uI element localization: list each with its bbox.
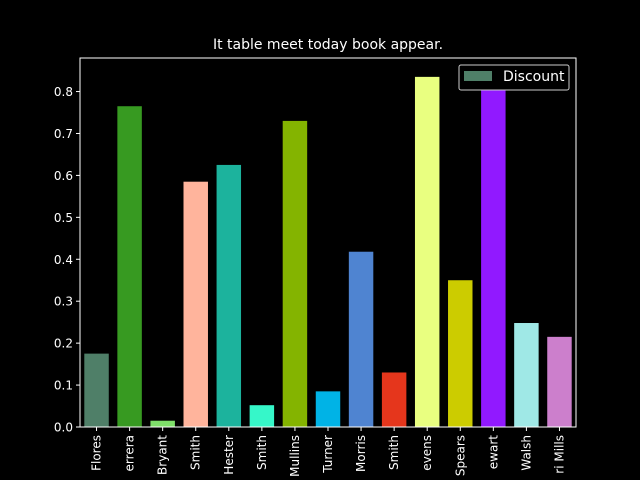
bar [547,336,572,427]
bar [315,391,341,427]
legend: Discount [458,64,570,91]
bar [117,106,142,427]
x-tick-label: Smith [255,435,269,470]
y-tick-label: 0.7 [54,127,73,141]
x-tick-label: evens [420,435,434,471]
bar [414,76,440,427]
y-tick-label: 0.2 [54,337,73,351]
x-tick-label: ri Mills [552,435,566,474]
bar [514,323,539,427]
x-tick-label: Mullins [288,435,302,477]
x-tick-label: Smith [189,435,203,470]
bar [348,251,374,427]
y-tick-label: 0.3 [54,295,73,309]
x-tick-label: Walsh [519,435,533,471]
legend-label: Discount [503,69,565,85]
bar [183,181,208,427]
y-tick-label: 0.8 [54,85,73,99]
x-tick-label: Bryant [156,435,170,475]
legend-swatch [464,71,492,81]
y-tick-label: 0.6 [54,169,73,183]
bar [282,120,308,427]
bar [84,353,109,427]
plot-frame [79,57,577,428]
y-axis: 0.0 0.1 0.2 0.3 0.4 0.5 0.6 0.7 0.8 [54,85,80,435]
bar [216,164,242,427]
x-tick-label: Morris [354,435,368,472]
x-tick-label: Hester [222,435,236,475]
y-tick-label: 0.4 [54,253,73,267]
x-axis: Flores errera Bryant Smith Hester Smith Mullin… [90,427,566,477]
bar [150,420,175,427]
bar [381,372,407,427]
x-tick-label: ewart [486,435,500,469]
bar [481,72,506,427]
x-tick-label: errera [123,435,137,471]
x-tick-label: Turner [321,435,335,474]
x-tick-label: Smith [387,435,401,470]
bars [84,72,572,427]
bar [448,280,473,427]
chart-title: It table meet today book appear. [213,37,443,53]
y-tick-label: 0.1 [54,379,73,393]
x-tick-label: Spears [453,435,467,476]
x-tick-label: Flores [90,435,104,471]
bar [249,405,275,427]
y-tick-label: 0.5 [54,211,73,225]
y-tick-label: 0.0 [54,421,73,435]
